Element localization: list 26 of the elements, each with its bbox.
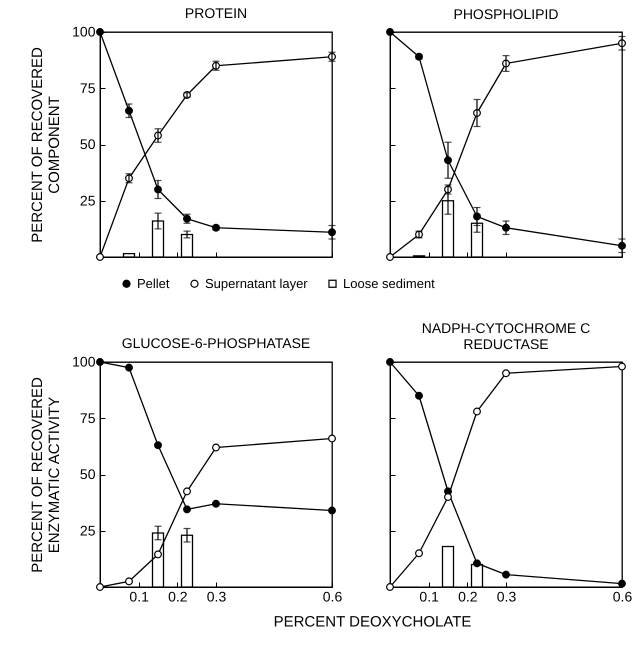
legend-label: Loose sediment	[343, 276, 436, 291]
x-tick-label: 0.1	[129, 588, 150, 604]
chart-title: NADPH-CYTOCHROME C REDUCTASE	[422, 320, 590, 352]
x-tick-label: 0.2	[458, 588, 478, 604]
x-tick-label: 0.1	[419, 588, 440, 604]
legend-label: Pellet	[137, 276, 170, 291]
y-tick-label: 100	[72, 354, 96, 370]
y-axis-title: PERCENT OF RECOVERED ENZYMATIC ACTIVITY	[29, 377, 64, 573]
y-tick-label: 75	[80, 410, 96, 426]
y-tick-label: 25	[80, 192, 96, 208]
chart-title: GLUCOSE-6-PHOSPHATASE	[122, 335, 310, 351]
y-axis-title: PERCENT OF RECOVERED COMPONENT	[29, 47, 64, 243]
x-axis-title: PERCENT DEOXYCHOLATE	[274, 614, 472, 630]
x-tick-label: 0.6	[322, 588, 342, 604]
x-tick-label: 0.2	[168, 588, 188, 604]
y-tick-label: 100	[72, 24, 96, 40]
chart-title: PROTEIN	[184, 5, 248, 21]
y-tick-label: 75	[80, 80, 96, 96]
y-tick-label: 50	[80, 466, 96, 482]
y-tick-label: 50	[80, 136, 96, 152]
x-tick-label: 0.6	[612, 588, 632, 604]
y-tick-label: 25	[80, 522, 96, 538]
chart-title: PHOSPHOLIPID	[453, 6, 559, 22]
x-tick-label: 0.3	[496, 588, 516, 604]
x-tick-label: 0.3	[206, 588, 226, 604]
legend-label: Supernatant layer	[205, 276, 308, 291]
